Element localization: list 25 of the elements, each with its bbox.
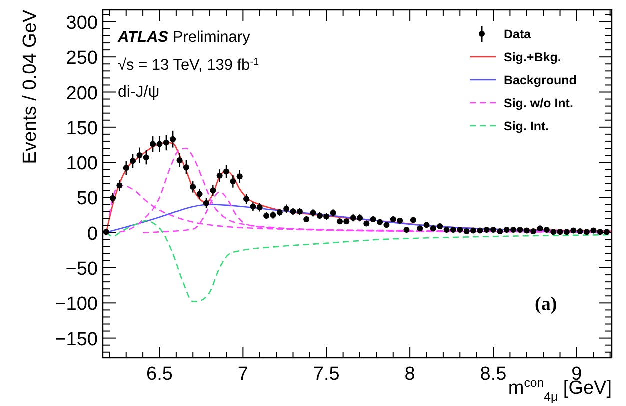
- y-tick-label: 50: [76, 188, 98, 210]
- y-tick-label: 200: [66, 83, 98, 104]
- x-tick-label: 7.5: [313, 364, 340, 385]
- annotation: √s = 13 TeV, 139 fb$^{-1}$: [118, 56, 260, 74]
- legend-label: Background: [504, 74, 577, 88]
- y-tick-label: 300: [66, 12, 98, 34]
- legend-label: Sig.+Bkg.: [504, 50, 562, 64]
- annotation: di-J/ψ: [118, 84, 160, 101]
- y-tick-label: −100: [55, 294, 98, 316]
- y-tick-label: −150: [55, 329, 98, 350]
- x-tick-label: 7: [238, 364, 248, 385]
- legend-label: Data: [504, 28, 532, 42]
- y-tick-label: 250: [66, 48, 98, 70]
- x-tick-label: 8: [404, 364, 416, 385]
- y-tick-label: −50: [66, 259, 98, 280]
- x-tick-label: 8.5: [480, 364, 507, 385]
- annotation: (a): [535, 294, 558, 315]
- legend-label: Sig. w/o Int.: [504, 96, 574, 110]
- y-tick-label: 150: [66, 118, 98, 140]
- annotation: ATLAS Preliminary: [117, 29, 251, 46]
- x-tick-label: 6.5: [146, 364, 173, 385]
- y-axis-title: Events / 0.04 GeV: [20, 10, 41, 164]
- legend-label: Sig. Int.: [504, 120, 550, 134]
- y-tick-label: 100: [66, 154, 98, 175]
- y-tick-label: 0: [87, 224, 98, 245]
